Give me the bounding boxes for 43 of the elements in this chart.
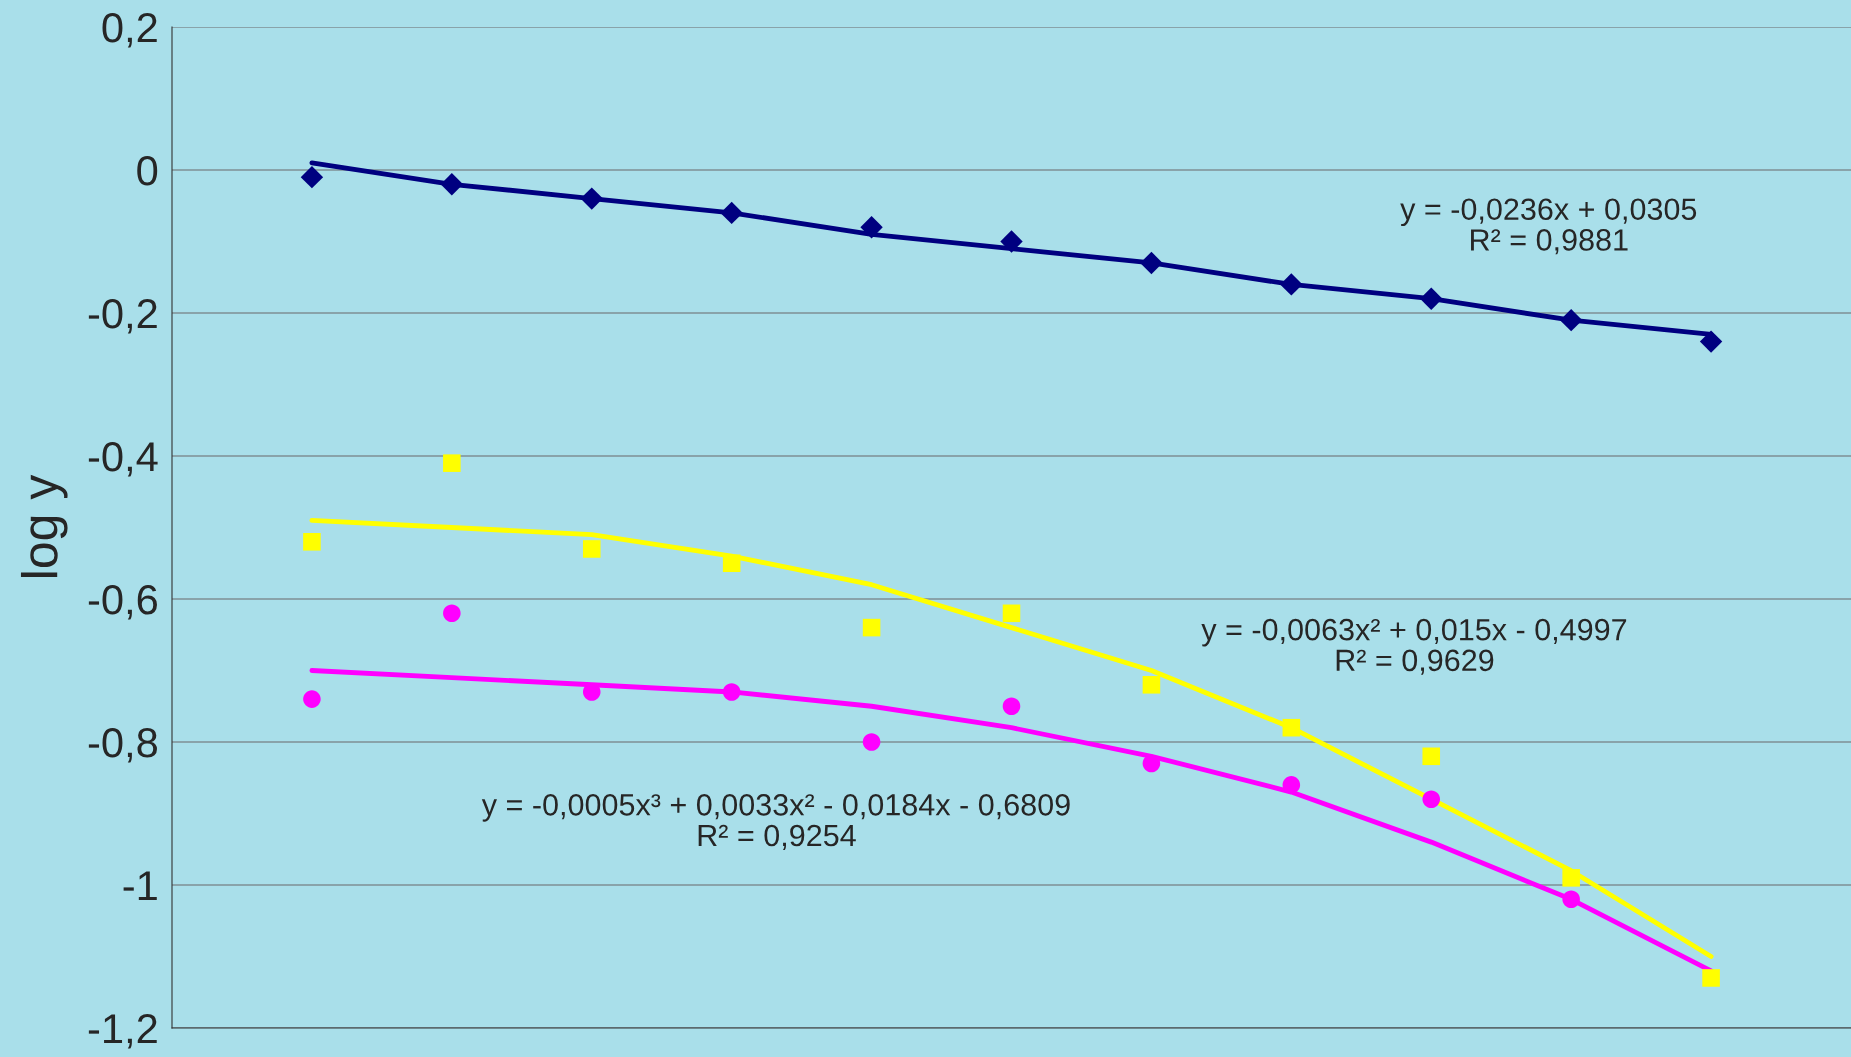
- point: [443, 454, 461, 472]
- point: [1702, 969, 1720, 987]
- y-tick-label: 0,2: [102, 13, 157, 48]
- y-tick-label: -1: [123, 871, 157, 901]
- annotation: y = -0,0236x + 0,0305 R² = 0,9881: [1400, 198, 1697, 255]
- point: [300, 165, 324, 189]
- point: [862, 733, 881, 751]
- point: [722, 683, 741, 701]
- point: [1559, 308, 1583, 332]
- point: [580, 187, 603, 210]
- line-series: [309, 517, 1714, 959]
- y-tick-label: -0,6: [88, 585, 157, 620]
- point: [1002, 604, 1021, 623]
- y-tick-label: -0,4: [88, 442, 158, 477]
- y-tick-label: -0,2: [88, 299, 157, 334]
- y-tick-label: 0: [137, 156, 158, 186]
- point: [1140, 251, 1163, 275]
- point: [303, 533, 321, 551]
- point: [1282, 776, 1301, 794]
- point: [440, 173, 464, 196]
- point: [862, 618, 881, 637]
- y-tick-label: -1,2: [88, 1014, 157, 1049]
- point: [443, 604, 461, 623]
- point: [1142, 676, 1161, 694]
- point: [1000, 230, 1023, 253]
- point: [720, 201, 743, 225]
- annotation: y = -0,0005x³ + 0,0033x² - 0,0184x - 0,6809 R² = 0,9254: [481, 794, 1070, 850]
- point: [1562, 890, 1580, 909]
- point: [1562, 869, 1580, 887]
- annotation: y = -0,0063x² + 0,015x - 0,4997 R² = 0,9629: [1201, 618, 1627, 675]
- point: [303, 690, 321, 708]
- point: [1280, 273, 1303, 296]
- y-axis-title: log y: [20, 474, 68, 577]
- point: [582, 540, 601, 558]
- point: [1002, 697, 1021, 716]
- point: [1422, 747, 1441, 766]
- point: [1699, 330, 1723, 353]
- point: [1420, 287, 1443, 310]
- y-tick-label: -0,8: [88, 728, 157, 763]
- point: [1282, 718, 1301, 737]
- point: [1422, 790, 1441, 808]
- point: [860, 216, 883, 239]
- point: [722, 554, 741, 573]
